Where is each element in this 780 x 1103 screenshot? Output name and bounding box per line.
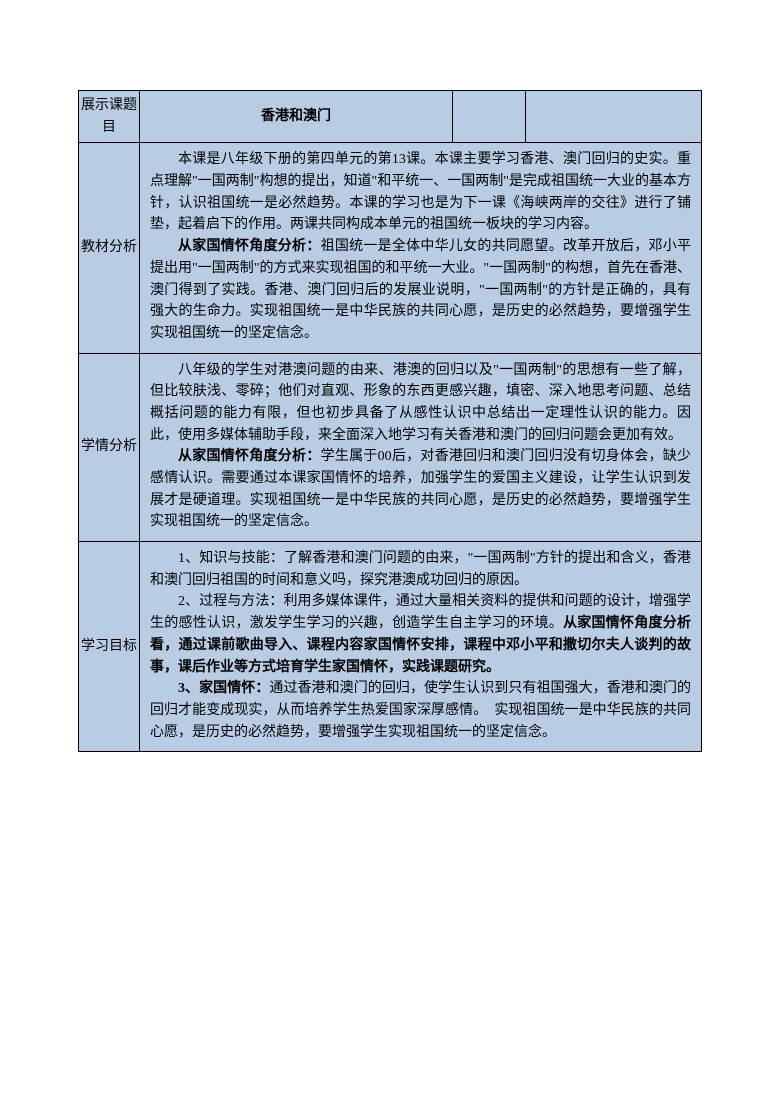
p-2-1: 2、过程与方法：利用多媒体课件，通过大量相关资料的提供和问题的设计，增强学生的感… (150, 591, 691, 678)
row-label-0: 教材分析 (79, 143, 140, 353)
p-1-1-lead: 从家国情怀角度分析： (178, 449, 321, 464)
row-content-0: 本课是八年级下册的第四单元的第13课。本课主要学习香港、澳门回归的史实。重点理解… (140, 143, 702, 353)
header-spacer-1 (453, 91, 526, 143)
header-title: 香港和澳门 (140, 91, 453, 143)
header-row: 展示课题目 香港和澳门 (79, 91, 702, 143)
row-jiaocai: 教材分析 本课是八年级下册的第四单元的第13课。本课主要学习香港、澳门回归的史实… (79, 143, 702, 353)
row-content-1: 八年级的学生对港澳问题的由来、港澳的回归以及"一国两制"的思想有一些了解，但比较… (140, 353, 702, 542)
p-0-0: 本课是八年级下册的第四单元的第13课。本课主要学习香港、澳门回归的史实。重点理解… (150, 149, 691, 236)
p-2-2-lead: 3、家国情怀： (178, 681, 269, 696)
lesson-plan-table: 展示课题目 香港和澳门 教材分析 本课是八年级下册的第四单元的第13课。本课主要… (78, 90, 702, 752)
p-2-2: 3、家国情怀：通过香港和澳门的回归，使学生认识到只有祖国强大，香港和澳门的回归才… (150, 678, 691, 743)
p-1-1: 从家国情怀角度分析：学生属于00后，对香港回归和澳门回归没有切身体会，缺少感情认… (150, 446, 691, 533)
row-xueqing: 学情分析 八年级的学生对港澳问题的由来、港澳的回归以及"一国两制"的思想有一些了… (79, 353, 702, 542)
row-label-1: 学情分析 (79, 353, 140, 542)
p-0-1: 从家国情怀角度分析：祖国统一是全体中华儿女的共同愿望。改革开放后，邓小平提出用"… (150, 236, 691, 344)
header-spacer-2 (526, 91, 702, 143)
p-2-0: 1、知识与技能：了解香港和澳门问题的由来，"一国两制"方针的提出和含义，香港和澳… (150, 548, 691, 591)
header-label: 展示课题目 (79, 91, 140, 143)
row-xuexi: 学习目标 1、知识与技能：了解香港和澳门问题的由来，"一国两制"方针的提出和含义… (79, 542, 702, 752)
row-content-2: 1、知识与技能：了解香港和澳门问题的由来，"一国两制"方针的提出和含义，香港和澳… (140, 542, 702, 752)
row-label-2: 学习目标 (79, 542, 140, 752)
p-0-1-lead: 从家国情怀角度分析： (178, 239, 321, 254)
p-0-1-text: 祖国统一是全体中华儿女的共同愿望。改革开放后，邓小平提出用"一国两制"的方式来实… (150, 239, 691, 341)
p-1-0: 八年级的学生对港澳问题的由来、港澳的回归以及"一国两制"的思想有一些了解，但比较… (150, 360, 691, 447)
